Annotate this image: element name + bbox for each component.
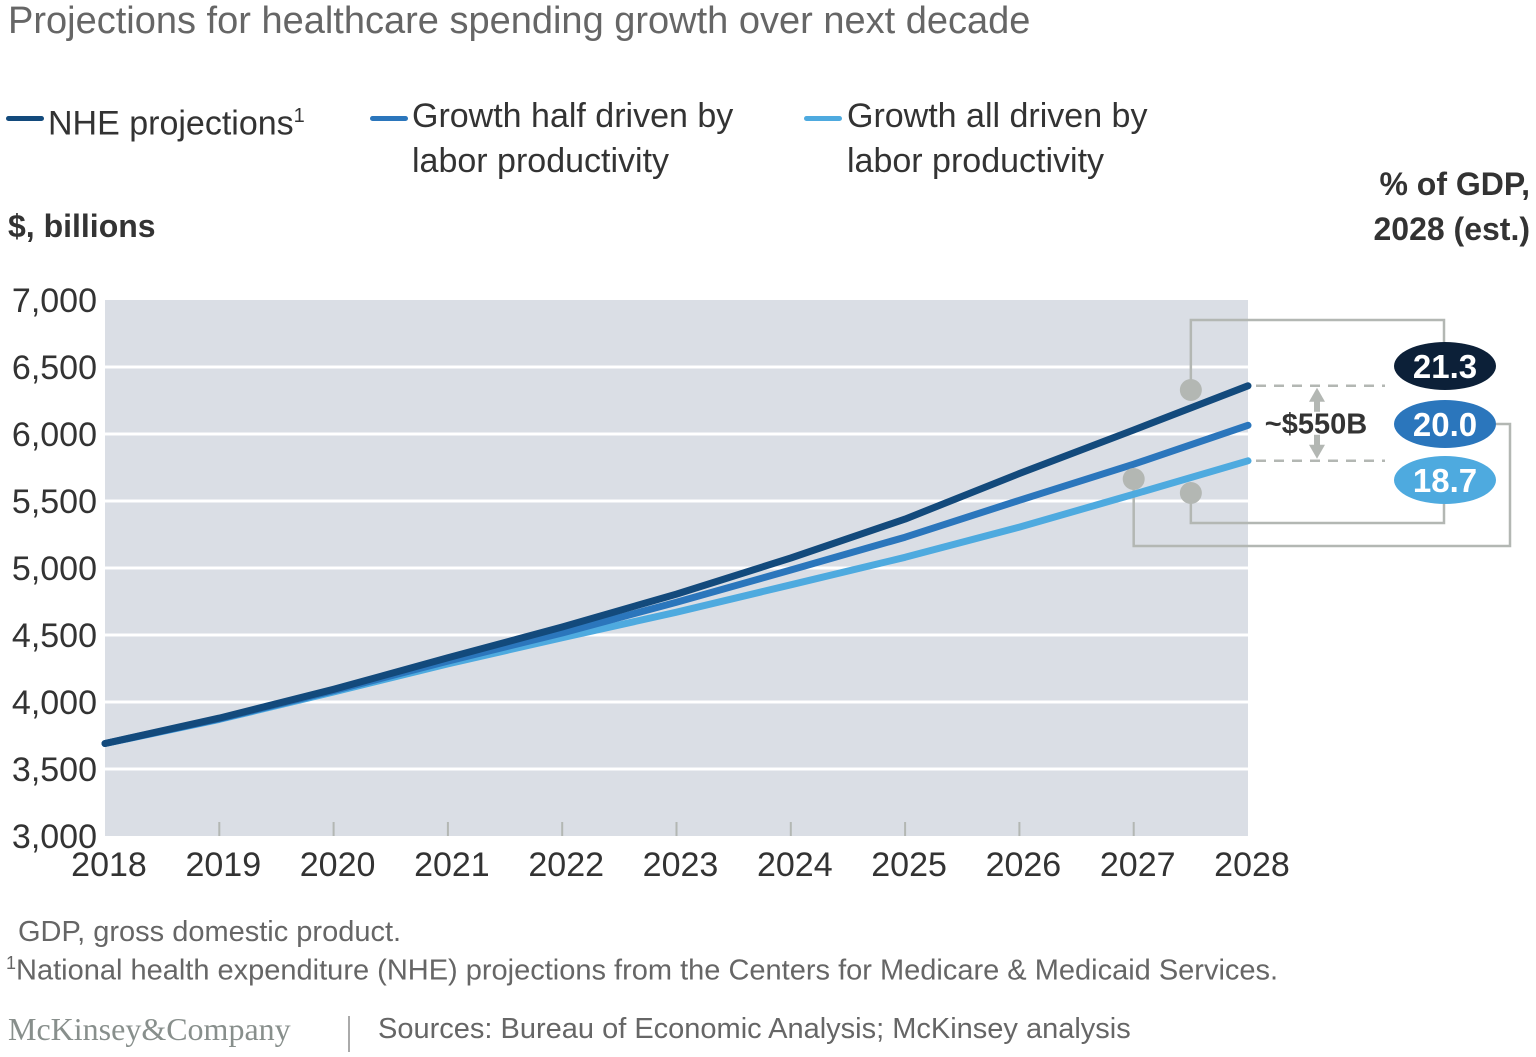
x-tick-label: 2024 [757,846,833,884]
legend-swatch-all [804,116,842,121]
gdp-badges: 21.3 20.0 18.7 [1394,342,1496,504]
y-axis-labels: 3,000 3,500 4,000 4,500 5,000 5,500 6,000 6,500… [12,282,97,856]
sources-text: Sources: Bureau of Economic Analysis; Mc… [378,1013,1131,1045]
footnote-1-marker: 1 [6,953,17,973]
legend-label-all-line2: labor productivity [847,142,1105,180]
callout-dot-half [1122,468,1145,490]
gap-label: ~$550B [1265,408,1367,440]
x-tick-label: 2028 [1214,846,1290,884]
gdp-header-line2: 2028 (est.) [1373,211,1530,247]
legend-swatch-half [370,116,408,121]
callout-dot-all [1179,482,1202,504]
y-tick-label: 6,500 [12,349,97,387]
legend-swatch-nhe [6,116,44,121]
x-tick-label: 2021 [414,846,490,884]
callout-dot-nhe [1179,379,1202,401]
arrow-up-icon [1309,387,1325,402]
gdp-badge-half: 20.0 [1394,400,1496,448]
x-tick-label: 2027 [1100,846,1176,884]
y-tick-label: 3,000 [12,818,97,856]
x-tick-label: 2018 [71,846,147,884]
legend-label-half-line2: labor productivity [412,142,670,180]
y-tick-label: 4,000 [12,684,97,722]
y-tick-label: 5,500 [12,483,97,521]
gdp-header: % of GDP, 2028 (est.) [1373,162,1530,252]
gdp-badge-all-value: 18.7 [1413,462,1477,499]
gdp-badge-half-value: 20.0 [1413,406,1477,443]
footer-divider [348,1016,350,1052]
gdp-badge-nhe-value: 21.3 [1413,348,1477,385]
x-tick-label: 2022 [528,846,604,884]
y-axis-unit-label: $, billions [8,208,156,244]
y-tick-label: 7,000 [12,282,97,320]
x-tick-label: 2026 [986,846,1062,884]
series-line-nhe [101,382,1252,747]
x-tick-label: 2023 [643,846,719,884]
connector-all [1189,493,1446,525]
connector-nhe [1189,318,1446,390]
legend-label-all-line1: Growth all driven by [847,97,1148,135]
gap-annotation: ~$550B [1256,384,1385,463]
x-axis-ticks [218,822,1135,836]
legend-label-nhe-text: NHE projections [48,104,294,143]
badge-connectors [1132,318,1512,548]
x-tick-label: 2019 [185,846,261,884]
series-lines [101,379,1252,747]
footnote-abbreviation: GDP, gross domestic product. [18,916,402,948]
line-chart: 3,000 3,500 4,000 4,500 5,000 5,500 6,000 6,500… [12,282,1512,884]
x-tick-label: 2020 [300,846,376,884]
connector-half [1132,422,1512,548]
footnote-1-text: National health expenditure (NHE) projec… [16,954,1279,987]
y-tick-label: 5,000 [12,550,97,588]
footnote-1: 1National health expenditure (NHE) proje… [6,953,1278,988]
gdp-header-line1: % of GDP, [1379,166,1530,202]
y-tick-label: 4,500 [12,617,97,655]
arrow-down-icon [1309,444,1325,459]
legend-footnote-marker: 1 [293,105,305,127]
y-tick-label: 3,500 [12,751,97,789]
chart-title: Projections for healthcare spending grow… [8,0,1031,42]
x-tick-label: 2025 [871,846,947,884]
mckinsey-logo: McKinsey&Company [8,1011,291,1047]
gdp-badge-all-shape [1394,456,1496,504]
gdp-badge-nhe: 21.3 [1394,342,1496,390]
gdp-badge-half-shape [1394,400,1496,448]
gdp-badge-nhe-shape [1394,342,1496,390]
legend-label-half-line1: Growth half driven by [412,97,734,135]
y-tick-label: 6,000 [12,416,97,454]
legend-label-nhe: NHE projections1 [48,94,305,146]
gdp-badge-all: 18.7 [1394,456,1496,504]
x-axis-labels: 2018 2019 2020 2021 2022 2023 2024 2025 2026 2027… [71,846,1290,884]
